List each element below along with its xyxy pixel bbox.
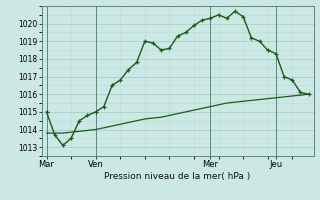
X-axis label: Pression niveau de la mer( hPa ): Pression niveau de la mer( hPa ): [104, 172, 251, 181]
